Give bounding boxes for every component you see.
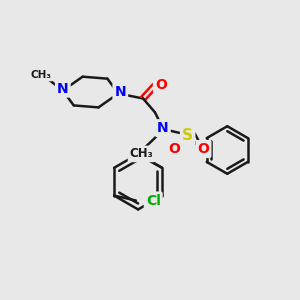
Text: O: O <box>168 142 180 156</box>
Text: S: S <box>182 128 193 142</box>
Text: O: O <box>198 142 209 156</box>
Text: N: N <box>57 82 69 96</box>
Text: O: O <box>155 78 167 92</box>
Text: N: N <box>115 85 126 98</box>
Text: CH₃: CH₃ <box>130 148 153 160</box>
Text: N: N <box>157 121 169 135</box>
Text: Cl: Cl <box>146 194 161 208</box>
Text: CH₃: CH₃ <box>31 70 52 80</box>
